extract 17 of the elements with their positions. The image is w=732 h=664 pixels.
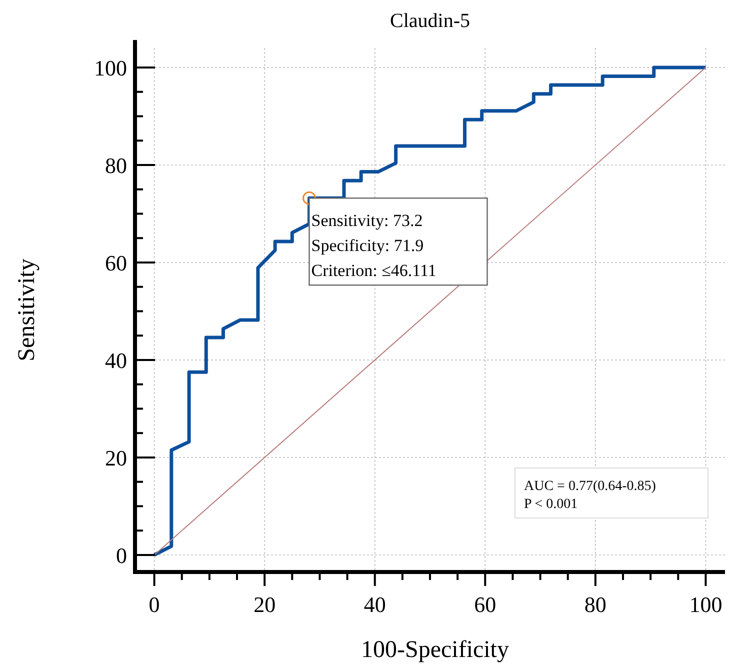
x-axis-title: 100-Specificity	[361, 637, 509, 663]
x-tick-label: 20	[254, 592, 276, 617]
y-tick-label: 80	[105, 152, 127, 178]
x-tick-label: 80	[584, 592, 606, 617]
x-tick-label: 60	[474, 592, 496, 617]
y-tick-label: 100	[94, 56, 127, 80]
chart-title: Claudin-5	[390, 10, 470, 32]
x-tick-label: 40	[364, 592, 386, 617]
y-tick-label: 60	[105, 250, 127, 276]
y-tick-label: 40	[105, 348, 127, 373]
x-tick-label: 0	[148, 592, 160, 617]
x-tick-label: 100	[689, 592, 722, 617]
annotation: AUC = 0.77(0.64-0.85) P < 0.001	[524, 479, 656, 512]
annotation: Sensitivity: 73.2 Specificity: 71.9 Criterion: ≤46.111	[311, 211, 436, 280]
y-axis-title: Sensitivity	[14, 258, 40, 362]
y-tick-label: 20	[105, 445, 127, 470]
y-tick-label: 0	[116, 542, 127, 568]
